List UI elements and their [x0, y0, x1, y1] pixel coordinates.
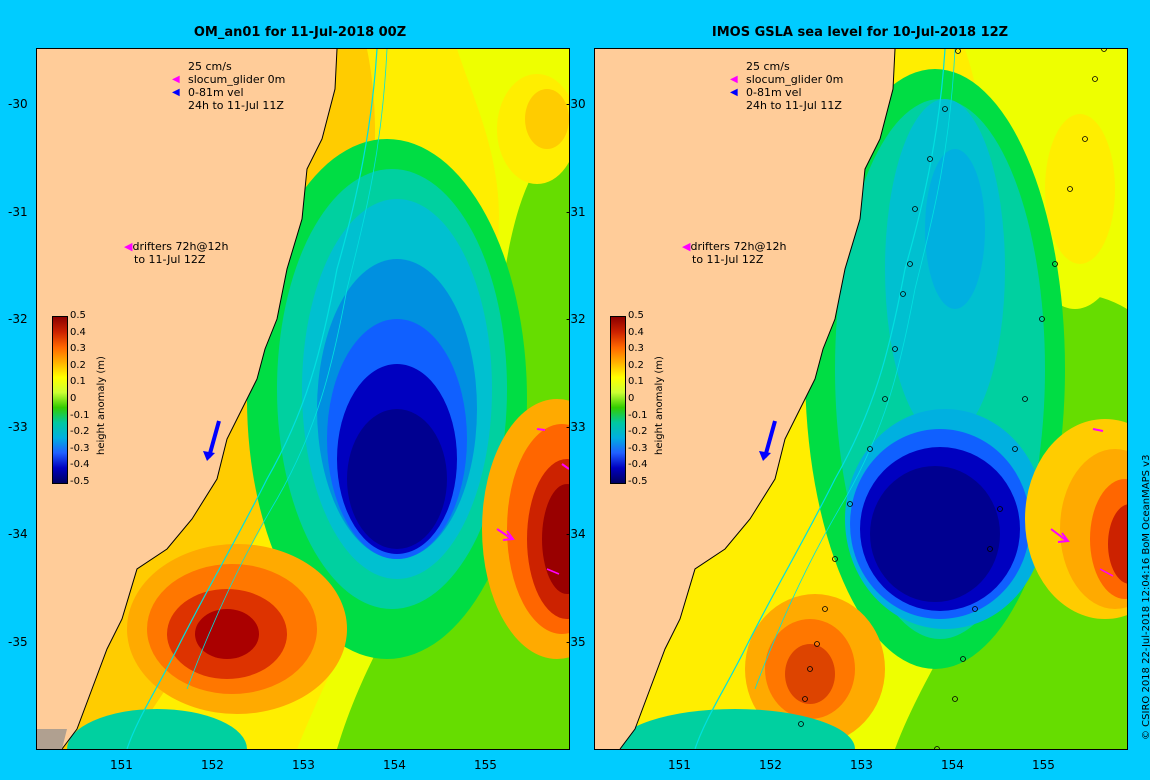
colorbar-tick: -0.2	[70, 426, 90, 438]
vector-legend-left: 25 cm/s ◀ slocum_glider 0m ◀ 0-81m vel 24h…	[172, 60, 285, 112]
credit-text: © CSIRO 2018 22-Jul-2018 12:04:16 BoM Oc…	[1141, 454, 1150, 740]
lon-tick-label: 154	[383, 758, 406, 772]
colorbar-tick: -0.2	[628, 426, 648, 438]
lat-tick-label: -32	[566, 312, 586, 326]
lat-tick-label: -30	[566, 97, 586, 111]
lon-tick-label: 155	[1032, 758, 1055, 772]
velocity-arrow-icon: ◀	[172, 87, 180, 98]
lat-tick-label: -33	[8, 419, 28, 434]
velocity-label: 0-81m vel	[188, 86, 244, 99]
colorbar-tick: 0	[70, 393, 77, 404]
colorbar-right	[610, 316, 626, 484]
lon-tick-label: 153	[292, 758, 315, 772]
panel-title-left: OM_an01 for 11-Jul-2018 00Z	[193, 25, 407, 40]
lat-tick-label: -30	[8, 97, 28, 111]
colorbar-tick: -0.5	[70, 476, 90, 487]
lat-tick-label: -35	[8, 634, 28, 649]
vector-legend-right: 25 cm/s ◀ slocum_glider 0m ◀ 0-81m vel 24h…	[730, 60, 844, 112]
colorbar-tick: 0.4	[628, 326, 644, 338]
lon-tick-label: 154	[941, 758, 964, 772]
lat-tick-label: -34	[8, 527, 28, 541]
colorbar-tick: 0.5	[70, 310, 86, 321]
colorbar-tick: -0.5	[628, 476, 648, 487]
lon-tick-label: 153	[850, 758, 873, 772]
lat-tick-label: -31	[8, 204, 28, 219]
period-label: 24h to 11-Jul 11Z	[188, 99, 284, 112]
lon-tick-label: 152	[759, 758, 782, 772]
colorbar-tick: 0.1	[70, 376, 86, 388]
colorbar-tick: -0.1	[70, 409, 90, 421]
colorbar-left	[52, 316, 68, 484]
colorbar-tick: -0.4	[70, 459, 90, 471]
drifter-arrow-icon: ◀	[682, 240, 691, 253]
lat-tick-label: -33	[566, 419, 586, 434]
lon-tick-label: 155	[474, 758, 497, 772]
map-panel-left	[36, 48, 570, 750]
lat-tick-label: -32	[8, 312, 28, 326]
drifters-legend-left: ◀drifters 72h@12h to 11-Jul 12Z	[124, 240, 229, 266]
colorbar-tick: 0.4	[70, 326, 86, 338]
scale-label: 25 cm/s	[188, 60, 232, 73]
colorbar-tick: -0.1	[628, 409, 648, 421]
lat-tick-label: -35	[566, 634, 586, 649]
drifter-arrow-icon: ◀	[124, 240, 133, 253]
colorbar-tick: 0.1	[628, 376, 644, 388]
colorbar-tick: 0.5	[628, 310, 644, 321]
map-panel-right	[594, 48, 1128, 750]
lon-tick-label: 151	[110, 758, 133, 772]
lon-tick-label: 151	[668, 758, 691, 772]
colorbar-tick: 0.3	[70, 343, 86, 355]
drifters-legend-right: ◀drifters 72h@12h to 11-Jul 12Z	[682, 240, 787, 266]
colorbar-tick: -0.3	[70, 442, 90, 454]
glider-arrow-icon: ◀	[730, 74, 738, 85]
colorbar-title-left: height anomaly (m)	[96, 356, 107, 455]
colorbar-title-right: height anomaly (m)	[654, 356, 665, 455]
colorbar-tick: -0.4	[628, 459, 648, 471]
glider-arrow-icon: ◀	[172, 74, 180, 85]
glider-label: slocum_glider 0m	[188, 73, 286, 86]
colorbar-tick: 0.2	[628, 359, 644, 371]
panel-title-right: IMOS GSLA sea level for 10-Jul-2018 12Z	[711, 25, 1009, 40]
colorbar-tick: -0.3	[628, 442, 648, 454]
lat-tick-label: -34	[566, 527, 586, 541]
lon-tick-label: 152	[201, 758, 224, 772]
lat-tick-label: -31	[566, 204, 586, 219]
colorbar-tick: 0	[628, 393, 635, 404]
velocity-arrow-icon: ◀	[730, 87, 738, 98]
colorbar-tick: 0.3	[628, 343, 644, 355]
colorbar-tick: 0.2	[70, 359, 86, 371]
